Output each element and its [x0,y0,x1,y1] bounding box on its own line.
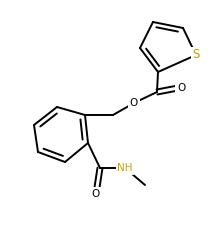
Text: NH: NH [117,163,133,173]
Text: O: O [92,189,100,199]
Text: S: S [192,48,200,62]
Text: O: O [130,98,138,108]
Text: O: O [177,83,185,93]
